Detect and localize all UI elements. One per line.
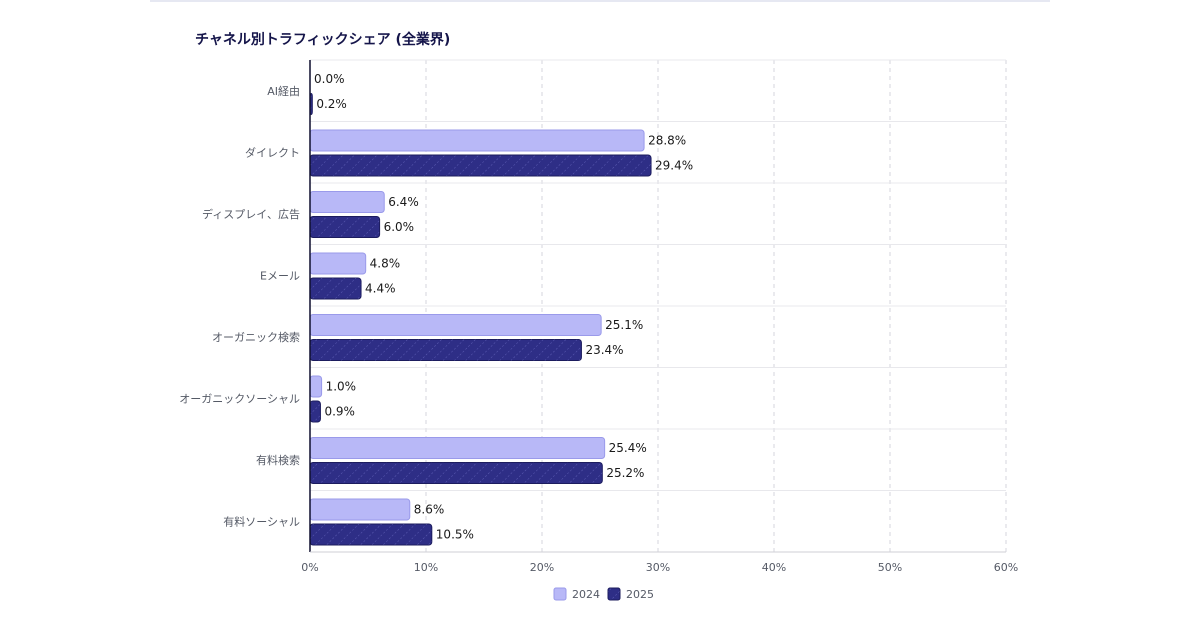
bar-hatch-2025-7	[310, 524, 432, 545]
legend-item-2025[interactable]: 2025	[607, 587, 654, 601]
category-label-2: ディスプレイ、広告	[202, 207, 300, 221]
value-label-2024-0: 0.0%	[314, 72, 345, 86]
x-tick-label-30: 30%	[646, 561, 670, 574]
x-tick-label-50: 50%	[878, 561, 902, 574]
x-tick-label-10: 10%	[414, 561, 438, 574]
category-label-0: AI経由	[267, 84, 300, 98]
category-label-1: ダイレクト	[245, 145, 300, 159]
value-label-2025-3: 4.4%	[365, 282, 396, 296]
value-label-2024-4: 25.1%	[605, 318, 643, 332]
category-label-6: 有料検索	[256, 453, 300, 467]
category-label-5: オーガニックソーシャル	[179, 392, 300, 405]
bars	[309, 93, 652, 546]
value-label-2024-7: 8.6%	[414, 503, 445, 517]
legend-label-2025: 2025	[626, 588, 654, 601]
category-label-3: Eメール	[260, 269, 300, 282]
bar-hatch-2025-4	[310, 339, 582, 361]
axes	[309, 60, 1006, 553]
bar-hatch-2025-3	[310, 278, 362, 299]
x-tick-label-0: 0%	[301, 561, 318, 574]
legend-label-2024: 2024	[572, 588, 600, 601]
category-label-4: オーガニック検索	[212, 330, 300, 344]
legend-swatch-2024	[553, 587, 567, 601]
legend-item-2024[interactable]: 2024	[553, 587, 600, 601]
legend-swatch-hatch-2025	[608, 588, 620, 600]
value-label-2025-0: 0.2%	[316, 97, 347, 111]
value-label-2025-7: 10.5%	[436, 528, 474, 542]
legend[interactable]: 2024 2025	[553, 587, 654, 601]
bar-hatch-2025-5	[310, 401, 321, 422]
x-tick-label-20: 20%	[530, 561, 554, 574]
value-label-2024-6: 25.4%	[609, 441, 647, 455]
value-label-2024-3: 4.8%	[370, 257, 401, 271]
x-tick-label-40: 40%	[762, 561, 786, 574]
value-label-2024-2: 6.4%	[388, 195, 419, 209]
bar-2024-1	[309, 129, 645, 152]
category-label-7: 有料ソーシャル	[223, 514, 300, 528]
value-label-2024-1: 28.8%	[648, 134, 686, 148]
bar-2024-4	[309, 314, 602, 336]
x-tick-label-60: 60%	[994, 561, 1018, 574]
bar-2024-3	[309, 252, 367, 275]
bar-hatch-2025-6	[310, 462, 603, 484]
value-label-2025-2: 6.0%	[384, 220, 415, 234]
value-label-2025-1: 29.4%	[655, 159, 693, 173]
bar-hatch-2025-2	[310, 216, 380, 238]
grid	[310, 59, 1007, 553]
bar-hatch-2025-1	[310, 155, 652, 176]
top-divider	[150, 0, 1050, 2]
value-label-2025-6: 25.2%	[606, 466, 644, 480]
value-label-2025-5: 0.9%	[324, 405, 355, 419]
bar-2024-7	[309, 498, 411, 521]
value-label-2024-5: 1.0%	[326, 380, 357, 394]
bar-2024-6	[309, 437, 606, 459]
bar-2024-5	[309, 375, 323, 398]
chart-title: チャネル別トラフィックシェア (全業界)	[195, 32, 451, 48]
value-label-2025-4: 23.4%	[585, 343, 623, 357]
bar-2024-2	[309, 191, 385, 213]
labels: 0.0% 0.2% AI経由 28.8% 29.4% ダイレクト 6.4% 6.0% ディスプレ…	[179, 72, 1018, 574]
